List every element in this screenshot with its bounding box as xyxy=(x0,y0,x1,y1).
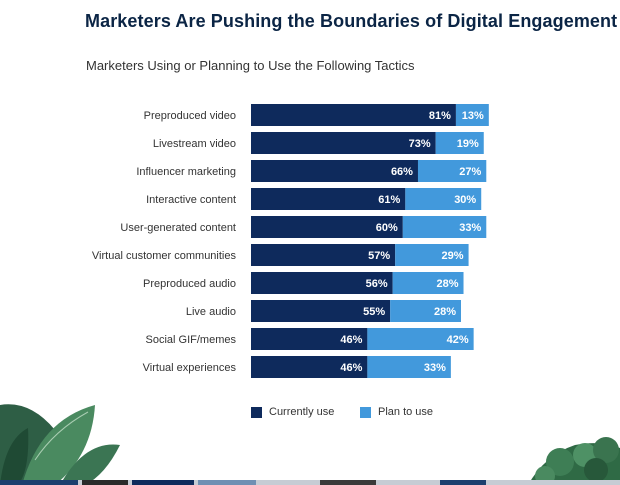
data-label-currently-use-virtual-customer-communities: 57% xyxy=(368,250,390,262)
bar-plan-to-use-influencer-marketing xyxy=(417,160,487,182)
data-label-plan-to-use-social-gif-memes: 42% xyxy=(447,334,469,346)
bar-currently-use-interactive-content xyxy=(251,188,406,210)
category-label-preproduced-audio: Preproduced audio xyxy=(143,278,236,290)
legend-swatch-currently-use xyxy=(251,406,262,418)
data-label-currently-use-live-audio: 55% xyxy=(363,306,385,318)
data-label-currently-use-preproduced-video: 81% xyxy=(429,110,451,122)
data-label-plan-to-use-interactive-content: 30% xyxy=(454,194,476,206)
category-label-social-gif-memes: Social GIF/memes xyxy=(146,334,237,346)
bar-plan-to-use-preproduced-video xyxy=(455,104,489,126)
legend-label-plan-to-use: Plan to use xyxy=(378,406,434,418)
bar-currently-use-virtual-experiences xyxy=(251,356,368,378)
data-label-plan-to-use-user-generated-content: 33% xyxy=(459,222,481,234)
bar-plan-to-use-interactive-content xyxy=(405,188,482,210)
data-label-plan-to-use-virtual-customer-communities: 29% xyxy=(442,250,464,262)
category-label-virtual-customer-communities: Virtual customer communities xyxy=(92,250,237,262)
bar-plan-to-use-live-audio xyxy=(390,300,461,322)
category-label-live-audio: Live audio xyxy=(186,306,236,318)
bar-currently-use-livestream-video xyxy=(251,132,436,154)
data-label-plan-to-use-preproduced-video: 13% xyxy=(462,110,484,122)
bar-plan-to-use-livestream-video xyxy=(435,132,484,154)
legend-label-currently-use: Currently use xyxy=(269,406,335,418)
data-label-plan-to-use-virtual-experiences: 33% xyxy=(424,362,446,374)
bar-currently-use-user-generated-content xyxy=(251,216,403,238)
leaf-cluster-right-icon xyxy=(528,437,620,485)
data-label-currently-use-interactive-content: 61% xyxy=(378,194,400,206)
data-label-currently-use-social-gif-memes: 46% xyxy=(340,334,362,346)
category-label-influencer-marketing: Influencer marketing xyxy=(136,166,236,178)
bar-currently-use-preproduced-video xyxy=(251,104,456,126)
category-label-preproduced-video: Preproduced video xyxy=(144,110,236,122)
leaf-cluster-left-icon xyxy=(0,404,120,485)
bar-currently-use-preproduced-audio xyxy=(251,272,393,294)
category-label-livestream-video: Livestream video xyxy=(153,138,236,150)
data-label-currently-use-livestream-video: 73% xyxy=(409,138,431,150)
bar-currently-use-social-gif-memes xyxy=(251,328,368,350)
data-label-plan-to-use-live-audio: 28% xyxy=(434,306,456,318)
data-label-currently-use-preproduced-audio: 56% xyxy=(366,278,388,290)
bar-plan-to-use-user-generated-content xyxy=(402,216,487,238)
data-label-currently-use-virtual-experiences: 46% xyxy=(340,362,362,374)
category-label-virtual-experiences: Virtual experiences xyxy=(143,362,237,374)
category-label-user-generated-content: User-generated content xyxy=(120,222,236,234)
data-label-plan-to-use-influencer-marketing: 27% xyxy=(459,166,481,178)
category-label-interactive-content: Interactive content xyxy=(146,194,236,206)
chart-subtitle: Marketers Using or Planning to Use the F… xyxy=(86,58,415,73)
bar-plan-to-use-virtual-customer-communities xyxy=(395,244,469,266)
legend-item-currently-use: Currently use xyxy=(251,406,334,418)
bar-plan-to-use-virtual-experiences xyxy=(367,356,451,378)
legend-swatch-plan-to-use xyxy=(360,406,371,418)
data-label-plan-to-use-preproduced-audio: 28% xyxy=(436,278,458,290)
data-label-plan-to-use-livestream-video: 19% xyxy=(457,138,479,150)
bar-plan-to-use-social-gif-memes xyxy=(367,328,474,350)
chart-title: Marketers Are Pushing the Boundaries of … xyxy=(85,11,618,31)
data-label-currently-use-influencer-marketing: 66% xyxy=(391,166,413,178)
bottom-strip xyxy=(0,480,620,485)
bar-currently-use-virtual-customer-communities xyxy=(251,244,396,266)
bar-plan-to-use-preproduced-audio xyxy=(392,272,464,294)
bar-currently-use-influencer-marketing xyxy=(251,160,418,182)
bar-currently-use-live-audio xyxy=(251,300,391,322)
legend-item-plan-to-use: Plan to use xyxy=(360,406,433,418)
data-label-currently-use-user-generated-content: 60% xyxy=(376,222,398,234)
